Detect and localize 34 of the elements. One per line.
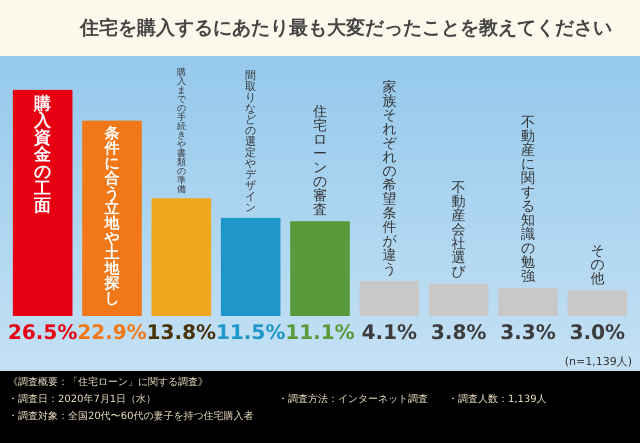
data-label: 26.5% — [8, 320, 78, 344]
data-label: 4.1% — [362, 320, 418, 344]
data-label: 3.3% — [500, 320, 556, 344]
bar — [12, 90, 72, 316]
bar — [152, 198, 212, 316]
bar — [220, 218, 280, 316]
bar — [568, 290, 628, 316]
data-label: 3.8% — [430, 320, 486, 344]
data-label: 13.8% — [146, 320, 216, 344]
text: ・調査人数：1,139人 — [448, 392, 548, 406]
text: ・調査日：2020年7月1日（水） — [8, 392, 158, 406]
bar — [498, 288, 558, 316]
x-tick-label: 購入資金の工面 — [33, 94, 52, 216]
text: 《調査概要：「住宅ローン」に関する調査》 — [8, 376, 209, 389]
x-tick-label: その他 — [590, 243, 604, 288]
category-label: 条件に合う立地や土地探し — [104, 124, 120, 307]
chart-title: 住宅を購入するにあたり最も大変だったことを教えてください — [0, 0, 640, 56]
category-label: 家族それぞれの希望条件が違う — [382, 80, 396, 278]
x-tick-label: 不動産会社選び — [452, 180, 467, 280]
category-label: 購入までの手続きや書類の準備 — [176, 68, 186, 196]
x-tick-label: 住宅ローンの審査 — [312, 104, 327, 218]
category-label: 間取りなどの選定やデザイン — [245, 69, 256, 214]
text: ・調査対象：全国20代〜60代の妻子を持つ住宅購入者 — [8, 410, 254, 423]
data-label: 11.1% — [285, 320, 355, 344]
category-label: 不動産に関する知識の勉強 — [521, 114, 535, 284]
text: (n=1,139人) — [564, 354, 632, 369]
text: ・調査方法：インターネット調査 — [278, 392, 429, 406]
data-label: 11.5% — [216, 320, 286, 344]
bar — [428, 284, 488, 316]
data-label: 22.9% — [77, 320, 147, 344]
bar — [290, 221, 350, 316]
bar — [82, 120, 142, 316]
bar — [360, 281, 420, 316]
data-label: 3.0% — [570, 320, 626, 344]
